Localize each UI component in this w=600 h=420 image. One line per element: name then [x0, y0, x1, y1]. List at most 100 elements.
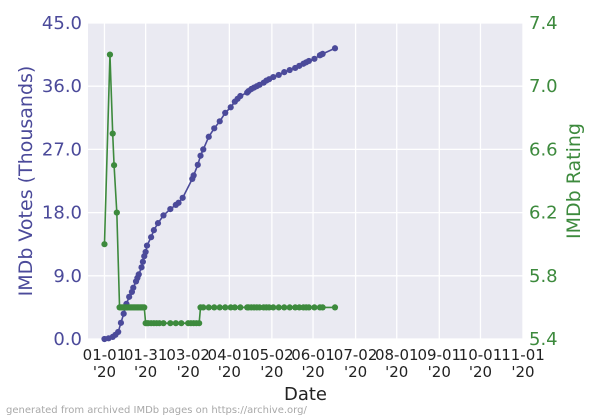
rating-point — [205, 304, 212, 311]
rating-point — [305, 304, 313, 311]
rating-point — [216, 304, 223, 311]
votes-point — [227, 104, 234, 111]
votes-point — [115, 328, 122, 336]
x-tick-label-year: '20 — [511, 363, 534, 381]
rating-point — [109, 130, 116, 137]
rating-point — [167, 320, 174, 327]
x-tick-label-year: '20 — [177, 363, 200, 381]
votes-point — [216, 118, 223, 125]
votes-point — [305, 57, 313, 65]
votes-point — [275, 71, 282, 79]
rating-point — [237, 304, 244, 311]
x-tick-label: 04-01 — [208, 346, 252, 364]
left-y-tick-label: 9.0 — [53, 266, 82, 287]
votes-point — [311, 55, 318, 62]
rating-point — [211, 304, 218, 311]
votes-point — [281, 69, 288, 76]
rating-point — [101, 241, 108, 248]
x-tick-label-year: '20 — [93, 363, 116, 381]
right-y-tick-label: 5.4 — [529, 329, 558, 350]
x-tick-label-year: '20 — [344, 363, 367, 381]
source-footnote: generated from archived IMDb pages on ht… — [6, 405, 307, 416]
x-tick-label: 10-01 — [459, 346, 503, 364]
x-tick-label: 05-02 — [250, 346, 294, 364]
votes-point — [222, 109, 229, 116]
right-y-tick-label: 7.4 — [529, 13, 558, 34]
rating-point — [311, 304, 318, 311]
right-y-tick-label: 6.2 — [529, 203, 558, 224]
votes-point — [331, 45, 339, 52]
series-layer — [101, 45, 339, 343]
rating-point — [281, 304, 288, 311]
votes-point — [154, 220, 162, 227]
votes-point — [135, 271, 142, 278]
rating-point — [110, 162, 118, 169]
rating-point — [106, 51, 114, 58]
rating-point — [141, 304, 148, 311]
rating-point — [319, 304, 326, 311]
votes-point — [200, 146, 207, 153]
x-tick-label-year: '20 — [134, 363, 157, 381]
x-tick-label: 06-01 — [291, 346, 335, 364]
votes-point — [150, 227, 157, 234]
right-y-tick-label: 5.8 — [529, 266, 558, 287]
x-axis-title: Date — [284, 384, 327, 405]
right-y-tick-label: 7.0 — [529, 76, 558, 97]
x-tick-label: 01-01 — [83, 346, 127, 364]
votes-point — [194, 161, 201, 168]
left-y-tick-label: 18.0 — [42, 203, 82, 224]
votes-point — [148, 234, 155, 241]
rating-point — [200, 304, 207, 311]
x-tick-label-year: '20 — [301, 363, 324, 381]
rating-point — [286, 304, 293, 311]
rating-point — [113, 209, 120, 216]
left-y-tick-label: 36.0 — [42, 76, 82, 97]
left-y-axis-title: IMDb Votes (Thousands) — [15, 66, 37, 297]
votes-point — [211, 125, 218, 132]
x-tick-label: 01-31 — [124, 346, 168, 364]
x-tick-label: 07-02 — [334, 346, 378, 364]
votes-point — [117, 319, 125, 326]
votes-point — [167, 205, 174, 213]
tick-labels: 0.0 5.4 9.0 5.8 18.0 6.2 27.0 6.6 36.0 7.0 45.0 7.4… — [42, 13, 558, 381]
votes-point — [270, 73, 277, 81]
rating-point — [222, 304, 229, 311]
rating-point — [275, 304, 282, 311]
x-tick-label: 03-02 — [166, 346, 210, 364]
votes-point — [143, 242, 151, 249]
right-y-axis-title: IMDb Rating — [563, 123, 585, 239]
votes-point — [175, 199, 182, 206]
rating-point — [178, 320, 185, 327]
rating-point — [172, 320, 179, 327]
x-tick-label: 11-01 — [501, 346, 545, 364]
votes-point — [139, 258, 146, 265]
rating-point — [231, 304, 238, 311]
left-y-tick-label: 45.0 — [42, 13, 82, 34]
left-y-tick-label: 0.0 — [53, 329, 82, 350]
votes-point — [179, 194, 186, 201]
rating-point — [331, 304, 339, 311]
x-tick-label: 09-01 — [417, 346, 461, 364]
rating-point — [270, 304, 277, 311]
plot-area — [88, 23, 523, 339]
x-tick-label-year: '20 — [428, 363, 451, 381]
votes-point — [286, 66, 293, 74]
x-tick-label-year: '20 — [469, 363, 492, 381]
left-y-tick-label: 27.0 — [42, 139, 82, 160]
votes-point — [237, 92, 244, 100]
votes-point — [197, 152, 204, 159]
votes-point — [205, 133, 212, 140]
x-tick-label: 08-01 — [375, 346, 419, 364]
rating-point — [196, 320, 203, 327]
votes-point — [130, 284, 137, 291]
x-tick-label-year: '20 — [385, 363, 408, 381]
right-y-tick-label: 6.6 — [529, 139, 558, 160]
rating-point — [160, 320, 167, 327]
x-tick-label-year: '20 — [218, 363, 241, 381]
x-tick-label-year: '20 — [260, 363, 283, 381]
votes-point — [120, 310, 127, 317]
votes-point — [319, 50, 326, 58]
votes-point — [126, 293, 133, 300]
votes-point — [190, 172, 197, 179]
